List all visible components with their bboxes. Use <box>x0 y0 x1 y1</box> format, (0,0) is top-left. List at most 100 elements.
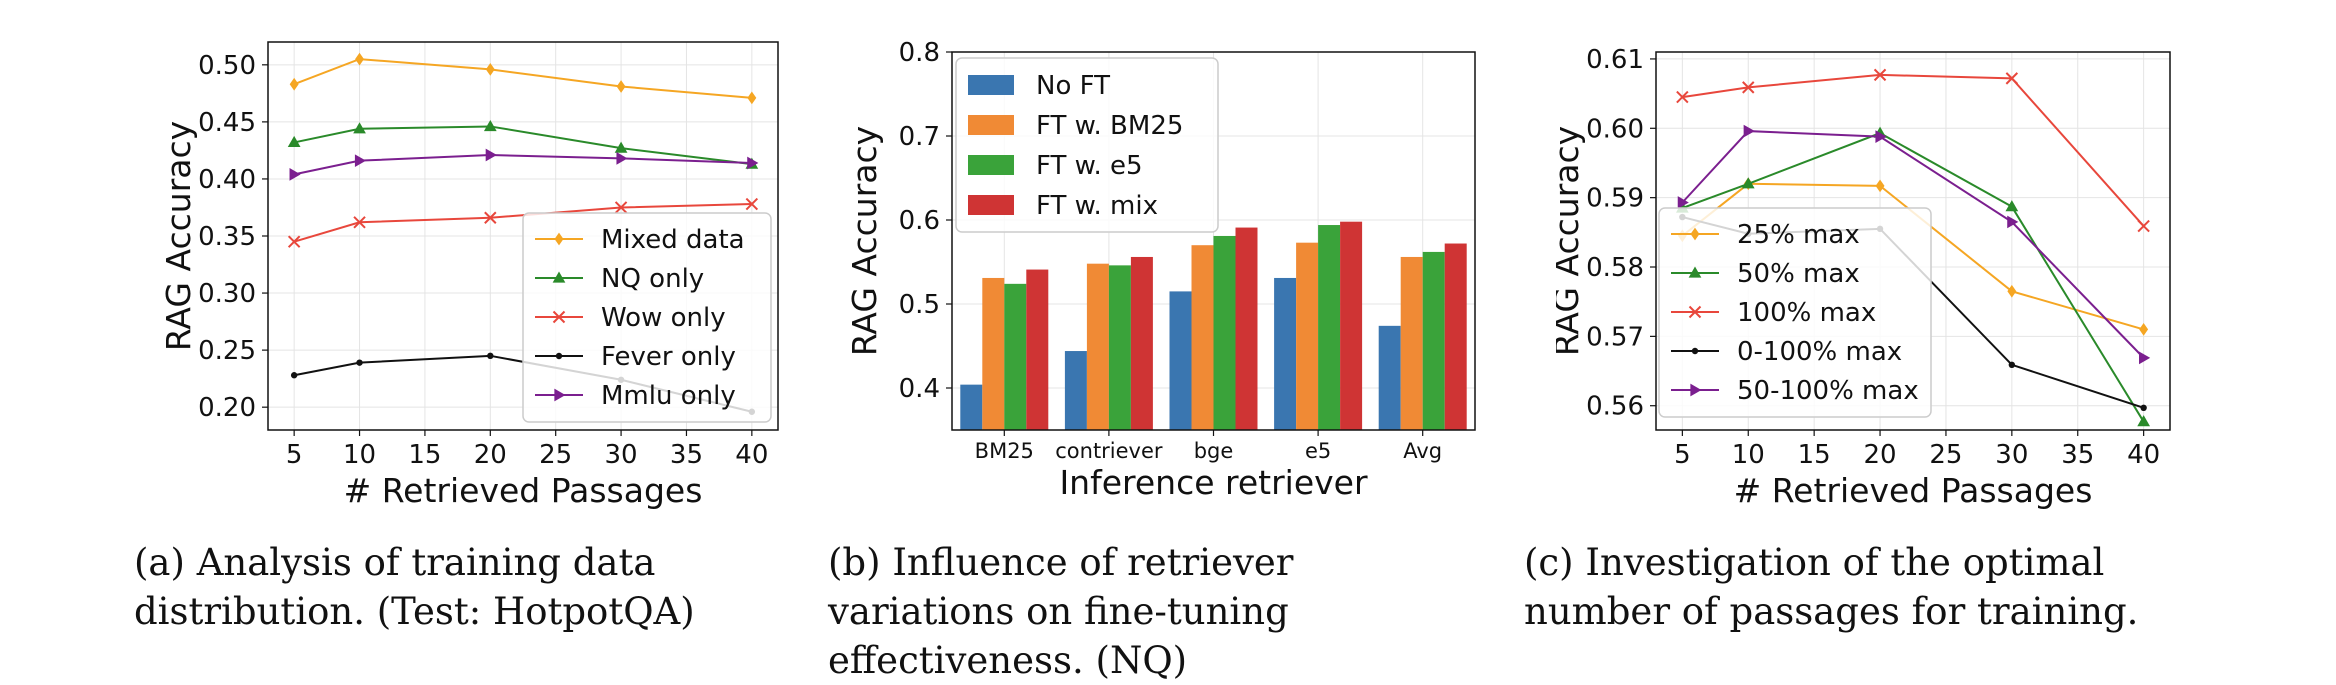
bar <box>1235 227 1258 430</box>
bar <box>1400 256 1423 430</box>
bar <box>1026 269 1049 430</box>
data-point <box>290 372 298 379</box>
data-point <box>747 156 759 170</box>
y-tick-label: 0.7 <box>899 122 940 152</box>
legend-box <box>955 57 1219 233</box>
data-point <box>1873 68 1887 82</box>
legend-label: Fever only <box>601 342 736 372</box>
data-point <box>2139 323 2149 336</box>
data-point <box>614 141 628 153</box>
bar <box>1130 256 1153 430</box>
data-point <box>1875 130 1887 143</box>
y-axis-label: RAG Accuracy <box>845 126 884 356</box>
data-point <box>1875 179 1885 193</box>
data-point <box>1742 81 1755 94</box>
x-tick-label: 40 <box>2127 440 2160 470</box>
x-tick-label: 30 <box>1995 440 2028 470</box>
data-point <box>356 359 363 366</box>
legend-marker <box>552 271 566 283</box>
legend-swatch <box>968 155 1014 175</box>
y-axis-label: RAG Accuracy <box>159 121 198 351</box>
data-point <box>616 80 626 93</box>
series-nq-only <box>287 119 759 169</box>
x-tick-label: 15 <box>408 440 441 470</box>
legend-label: 100% max <box>1737 298 1876 328</box>
bar <box>982 277 1005 430</box>
legend-label: Wow only <box>601 303 726 333</box>
legend-marker <box>1690 227 1700 241</box>
y-axis-label: RAG Accuracy <box>1556 126 1586 356</box>
series-100-max <box>1676 68 2150 233</box>
legend-marker <box>1691 347 1699 355</box>
bar <box>1340 221 1363 430</box>
series-mixed-data <box>289 52 757 105</box>
bar <box>1108 265 1131 430</box>
y-tick-label: 0.58 <box>1586 253 1644 283</box>
y-tick-label: 0.8 <box>899 38 940 68</box>
data-point <box>287 235 301 248</box>
legend-label: 50% max <box>1737 259 1860 289</box>
y-tick-label: 0.56 <box>1586 392 1644 422</box>
bar <box>1064 351 1087 430</box>
legend-label: FT w. BM25 <box>1036 111 1183 141</box>
caption-b: (b) Influence of retriever variations on… <box>828 541 1294 682</box>
legend-swatch <box>968 75 1014 95</box>
plot-frame <box>951 51 1476 431</box>
y-tick-label: 0.40 <box>198 165 256 195</box>
legend-label: NQ only <box>601 264 704 294</box>
x-tick-label: 10 <box>1732 440 1765 470</box>
x-tick-label: 5 <box>1674 440 1691 470</box>
legend-label: 25% max <box>1737 220 1860 250</box>
data-point <box>483 119 497 132</box>
legend-label: 50-100% max <box>1737 376 1919 406</box>
data-point <box>745 197 759 211</box>
legend-box <box>522 212 772 423</box>
legend-marker <box>554 388 566 402</box>
x-tick-label: Avg <box>1403 439 1442 463</box>
series-ft-w-e5 <box>1004 225 1445 430</box>
y-tick-label: 0.61 <box>1586 45 1644 75</box>
bar <box>960 384 983 430</box>
data-point <box>747 91 757 105</box>
data-point <box>289 77 299 91</box>
data-point <box>355 52 364 66</box>
x-tick-label: 20 <box>474 440 507 470</box>
x-axis-label: Inference retriever <box>1059 463 1368 502</box>
x-tick-label: contriever <box>1055 439 1163 463</box>
data-point <box>2007 215 2019 229</box>
y-tick-label: 0.59 <box>1586 184 1644 214</box>
data-point <box>1743 124 1755 138</box>
y-tick-label: 0.4 <box>899 374 940 404</box>
data-point <box>2008 361 2016 369</box>
bar <box>1169 291 1192 430</box>
bar <box>1213 235 1236 430</box>
y-tick-label: 0.25 <box>198 336 256 366</box>
data-point <box>354 154 367 168</box>
data-point <box>2139 351 2151 365</box>
x-tick-label: 10 <box>343 440 376 470</box>
x-tick-label: 15 <box>1798 440 1831 470</box>
legend-box <box>1658 207 1932 418</box>
legend-label: FT w. mix <box>1036 191 1158 221</box>
data-point <box>287 135 301 148</box>
plot-frame <box>1655 51 2171 431</box>
bar <box>1378 325 1401 430</box>
chart-b: 0.4 0.5 0.6 0.7 0.8 BM25 contriever bge e5 Avg No … <box>845 38 1476 502</box>
legend-label: FT w. e5 <box>1036 151 1143 181</box>
x-tick-label: 5 <box>286 440 303 470</box>
chart-a: 0.20 0.25 0.30 0.35 0.40 0.45 0.50 5 10 15 20 25 30 3… <box>159 41 779 510</box>
x-tick-label: 30 <box>605 440 638 470</box>
legend-marker <box>1690 383 1702 397</box>
y-tick-label: 0.6 <box>899 206 940 236</box>
legend-marker <box>554 232 564 246</box>
data-point <box>1741 177 1755 189</box>
series-wow-only <box>287 197 759 248</box>
data-point <box>2005 72 2019 85</box>
series-line <box>293 153 752 176</box>
legend-swatch <box>968 195 1014 215</box>
data-point <box>2140 404 2147 412</box>
legend-marker <box>1688 266 1702 278</box>
series-50-100-max <box>1677 124 2151 365</box>
data-point <box>2005 200 2019 212</box>
legend-label: 0-100% max <box>1737 337 1902 367</box>
